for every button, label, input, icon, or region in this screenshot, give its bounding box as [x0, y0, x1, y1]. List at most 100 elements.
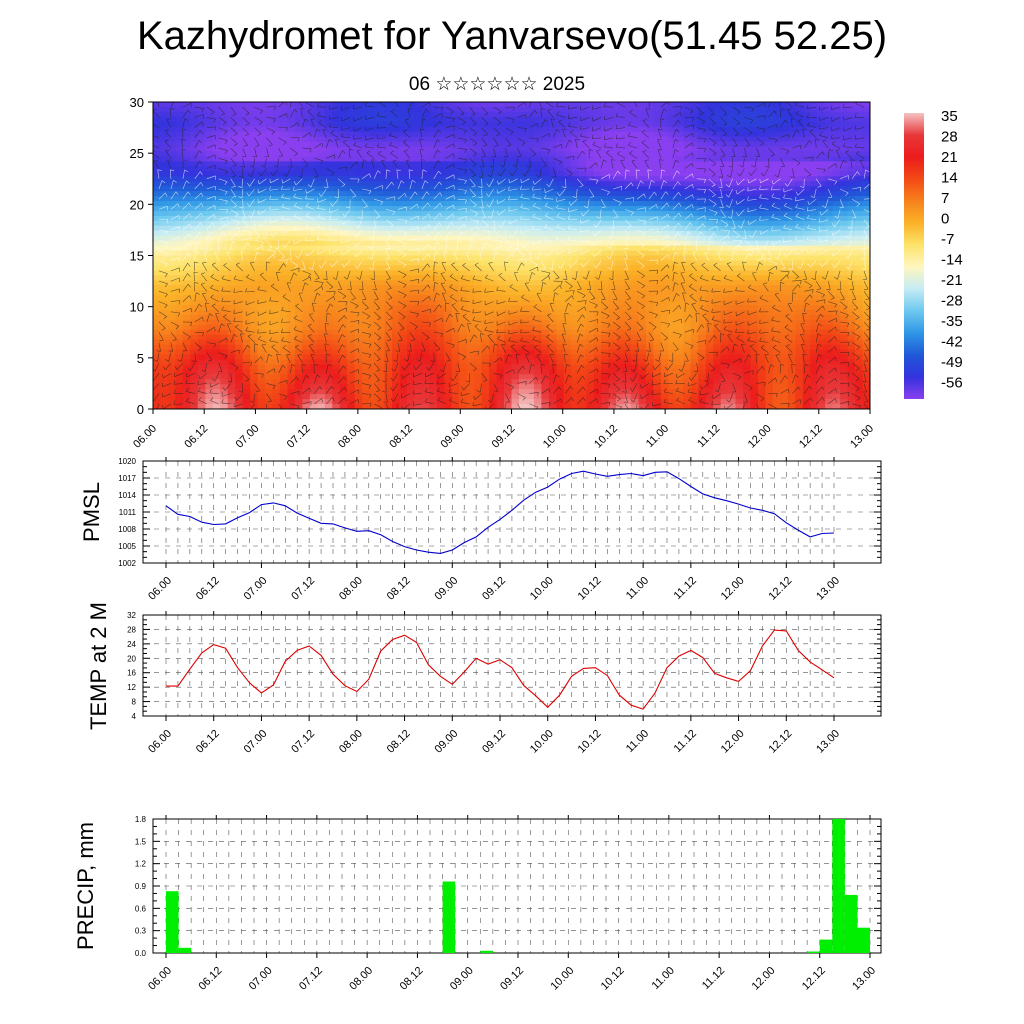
- cross-section-cell: [377, 329, 386, 336]
- cross-section-cell: [466, 191, 475, 197]
- cross-section-cell: [743, 205, 752, 212]
- cross-section-cell: [765, 215, 774, 222]
- cross-section-cell: [466, 300, 475, 306]
- cross-section-cell: [175, 319, 184, 326]
- cross-section-cell: [212, 260, 221, 266]
- cross-section-cell: [787, 334, 796, 341]
- cross-section-cell: [735, 255, 744, 262]
- cross-section-cell: [571, 270, 580, 276]
- cross-section-cell: [317, 250, 326, 257]
- cross-section-cell: [825, 161, 834, 167]
- cross-section-cell: [324, 235, 333, 242]
- cross-section-cell: [810, 201, 819, 207]
- cross-section-cell: [765, 240, 774, 247]
- cross-section-cell: [227, 230, 236, 237]
- cross-section-cell: [623, 156, 632, 163]
- cross-section-cell: [795, 171, 804, 177]
- cross-section-cell: [272, 280, 281, 286]
- cross-section-cell: [810, 349, 819, 356]
- cross-section-cell: [197, 275, 206, 281]
- cross-section-cell: [586, 240, 595, 247]
- cross-section-cell: [287, 225, 296, 232]
- cross-section-cell: [638, 235, 647, 242]
- cross-section-cell: [810, 275, 819, 281]
- cross-section-cell: [377, 126, 386, 133]
- cross-section-cell: [205, 319, 214, 326]
- cross-section-cell: [862, 250, 870, 257]
- cross-section-cell: [250, 111, 259, 118]
- cross-section-cell: [265, 349, 274, 356]
- cross-section-cell: [855, 309, 864, 316]
- cross-section-cell: [406, 141, 416, 148]
- cross-section-cell: [817, 354, 826, 361]
- cross-section-cell: [825, 280, 834, 286]
- cross-section-cell: [690, 329, 699, 336]
- cross-section-cell: [212, 201, 221, 207]
- cross-section-cell: [444, 141, 453, 148]
- cross-section-cell: [720, 191, 729, 197]
- cross-section-cell: [728, 126, 737, 133]
- cross-section-cell: [220, 116, 229, 123]
- cross-section-cell: [608, 111, 617, 118]
- cross-section-cell: [444, 106, 453, 113]
- cross-section-cell: [795, 121, 804, 128]
- cross-section-cell: [855, 166, 864, 172]
- cross-section-cell: [444, 290, 453, 296]
- cross-section-cell: [825, 344, 834, 351]
- cross-section-cell: [765, 116, 774, 123]
- cross-section-cell: [504, 186, 513, 192]
- cross-section-cell: [414, 295, 423, 301]
- cross-section-cell: [810, 235, 819, 242]
- cross-section-cell: [780, 275, 789, 281]
- cross-section-cell: [339, 280, 348, 286]
- cross-section-cell: [347, 131, 356, 138]
- cross-section-cell: [504, 260, 513, 266]
- cross-section-cell: [205, 146, 214, 153]
- cross-section-cell: [309, 102, 318, 108]
- cross-section-cell: [757, 319, 767, 326]
- cross-section-cell: [757, 186, 767, 192]
- cross-section-cell: [518, 260, 528, 266]
- cross-section-cell: [242, 166, 251, 172]
- cross-section-cell: [533, 181, 542, 187]
- cross-section-cell: [840, 230, 849, 237]
- cross-section-cell: [429, 205, 438, 212]
- cross-section-cell: [787, 181, 796, 187]
- cross-section-cell: [287, 339, 296, 346]
- cross-section-cell: [787, 354, 796, 361]
- cross-section-cell: [541, 230, 550, 237]
- cross-section-cell: [743, 314, 752, 321]
- cross-section-cell: [668, 176, 677, 182]
- cross-section-cell: [750, 339, 759, 346]
- cross-section-cell: [496, 171, 505, 177]
- cross-section-cell: [399, 196, 408, 202]
- cross-section-cell: [362, 280, 371, 286]
- cross-section-cell: [601, 334, 610, 341]
- cross-section-cell: [765, 255, 774, 262]
- cross-section-cell: [220, 191, 229, 197]
- cross-section-cell: [421, 324, 430, 331]
- cross-section-cell: [533, 250, 542, 257]
- cross-section-cell: [518, 285, 528, 291]
- cross-section-cell: [548, 111, 557, 118]
- cross-section-cell: [332, 126, 341, 133]
- cross-section-cell: [339, 225, 348, 232]
- cross-section-cell: [227, 339, 236, 346]
- cross-section-cell: [384, 156, 393, 163]
- cross-section-cell: [563, 181, 572, 187]
- cross-section-cell: [616, 126, 625, 133]
- cross-section-cell: [586, 280, 595, 286]
- cross-section-cell: [332, 235, 341, 242]
- cross-section-cell: [227, 344, 236, 351]
- cross-section-cell: [698, 102, 707, 108]
- cross-section-cell: [309, 354, 318, 361]
- cross-section-cell: [496, 260, 505, 266]
- cross-section-cell: [511, 191, 520, 197]
- cross-section-cell: [675, 300, 684, 306]
- cross-section-cell: [235, 235, 244, 242]
- cross-section-cell: [795, 220, 804, 227]
- cross-section-cell: [698, 270, 707, 276]
- cross-section-cell: [713, 309, 722, 316]
- cross-section-cell: [414, 245, 423, 252]
- cross-section-cell: [294, 235, 303, 242]
